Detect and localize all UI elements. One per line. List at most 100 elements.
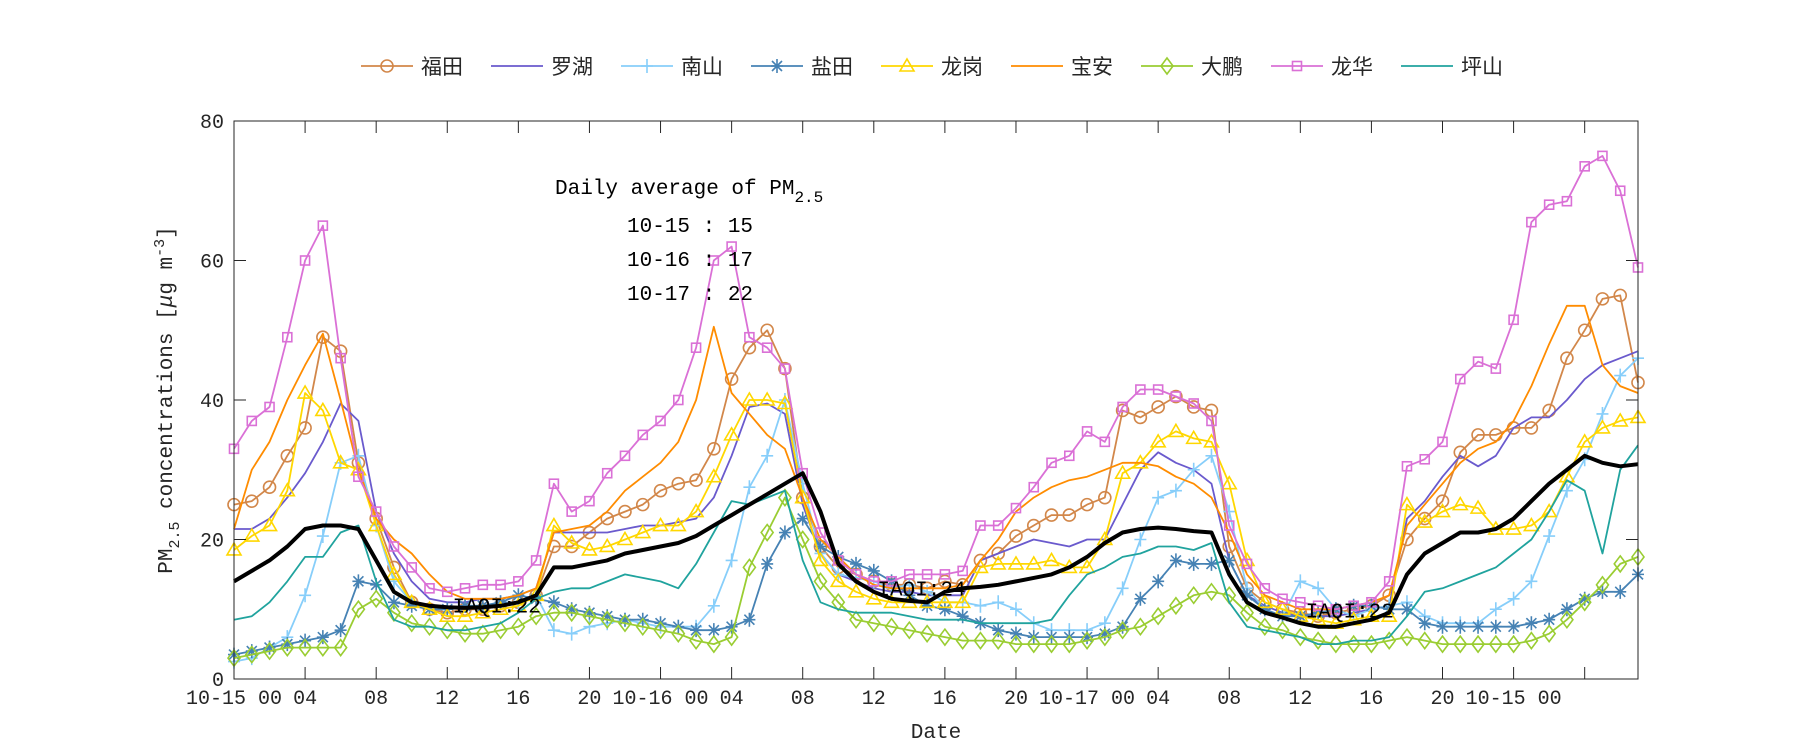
legend-marker (641, 59, 653, 73)
data-point (1312, 600, 1324, 612)
data-point (441, 586, 453, 598)
data-point (1258, 602, 1271, 617)
data-point (991, 631, 1006, 650)
data-point (689, 631, 704, 650)
data-point (1293, 627, 1308, 647)
data-point (315, 638, 330, 657)
data-point (1131, 454, 1149, 469)
data-point (1115, 620, 1130, 640)
data-point (671, 476, 686, 491)
data-point (1579, 161, 1590, 172)
data-point (1026, 634, 1041, 654)
data-point (370, 506, 382, 517)
data-point (299, 255, 311, 266)
data-point (421, 600, 438, 616)
data-point (707, 623, 720, 638)
data-point (1611, 412, 1629, 427)
data-point (813, 572, 828, 591)
data-point (600, 610, 615, 630)
data-point (1151, 400, 1165, 414)
series-龙华 (228, 150, 1644, 615)
data-point (584, 495, 595, 507)
data-point (598, 537, 616, 553)
data-point (1597, 150, 1608, 162)
data-point (564, 603, 579, 623)
data-point (404, 613, 419, 633)
data-point (1472, 619, 1485, 634)
data-point (1559, 610, 1574, 630)
data-point (687, 503, 705, 518)
data-point (1398, 496, 1416, 511)
data-point (975, 520, 986, 531)
x-tick-label: 04 (293, 688, 317, 711)
data-point (1206, 415, 1217, 427)
data-point (1508, 314, 1519, 326)
data-point (316, 630, 329, 645)
data-point (1168, 596, 1183, 616)
data-point (989, 555, 1007, 570)
data-point (1010, 502, 1022, 514)
data-point (1098, 626, 1111, 641)
data-point (262, 480, 277, 494)
data-point (1596, 406, 1609, 421)
data-point (705, 468, 723, 483)
data-point (1348, 600, 1359, 612)
data-point (1134, 591, 1147, 606)
data-point (1560, 483, 1573, 498)
data-point (529, 606, 544, 626)
data-point (1167, 422, 1185, 438)
data-point (1435, 634, 1450, 654)
series-line (233, 496, 1639, 659)
x-axis-label: Date (911, 722, 961, 745)
data-point (1594, 419, 1611, 434)
data-point (1489, 619, 1502, 634)
data-point (1043, 551, 1060, 567)
data-point (244, 645, 259, 664)
data-point (618, 504, 632, 519)
data-point (1401, 460, 1413, 472)
data-point (991, 546, 1006, 561)
x-tick-label: 10-15 00 (186, 688, 282, 711)
data-point (243, 527, 261, 542)
data-point (726, 241, 737, 252)
data-point (1576, 433, 1594, 448)
data-point (1187, 556, 1200, 571)
data-point (1577, 323, 1592, 338)
data-point (367, 516, 385, 532)
data-point (1062, 634, 1077, 654)
data-point (1311, 631, 1326, 650)
data-point (761, 556, 774, 571)
data-point (850, 556, 863, 571)
data-point (1543, 612, 1556, 627)
data-point (723, 426, 741, 441)
data-point (548, 478, 560, 490)
data-point (1152, 490, 1165, 505)
daily-average-row: 10-15 : 15 (627, 216, 753, 239)
data-point (707, 442, 721, 456)
data-point (1472, 356, 1484, 367)
data-point (829, 572, 847, 588)
legend-item: 龙岗 (881, 55, 983, 79)
data-point (370, 577, 383, 592)
data-point (1099, 436, 1111, 448)
data-point (440, 620, 455, 640)
x-tick-label: 08 (791, 688, 815, 711)
data-point (1437, 436, 1448, 448)
data-point (280, 638, 295, 657)
data-point (1490, 363, 1502, 374)
data-point (653, 483, 668, 498)
data-point (385, 565, 403, 581)
data-point (1436, 619, 1449, 634)
data-point (1186, 585, 1201, 605)
data-point (619, 450, 631, 462)
data-point (1540, 503, 1558, 518)
data-point (921, 598, 934, 613)
data-point (689, 473, 703, 488)
y-tick-label: 60 (200, 252, 224, 275)
data-point (581, 541, 598, 556)
daily-average-row: 10-16 : 17 (627, 250, 753, 273)
data-point (495, 579, 506, 591)
data-point (1008, 634, 1023, 654)
x-tick-label: 10-16 00 (613, 688, 709, 711)
